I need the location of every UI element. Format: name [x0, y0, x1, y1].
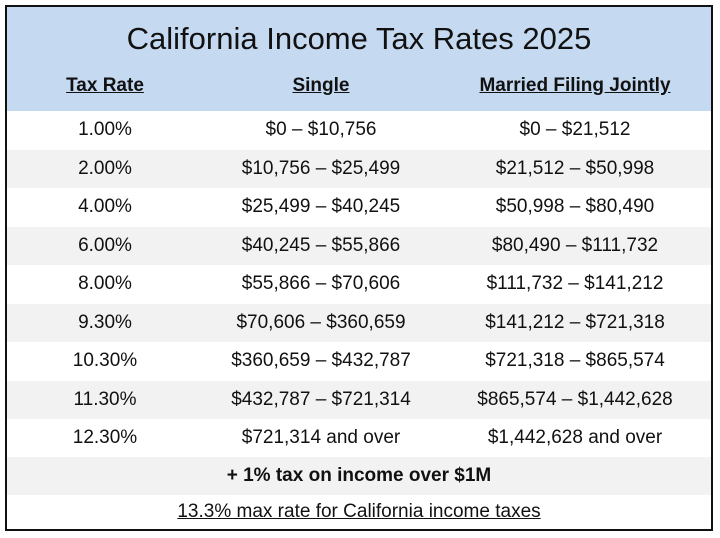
- column-header-tax-rate: Tax Rate: [66, 75, 144, 96]
- tax-rate-cell: 8.00%: [78, 273, 132, 295]
- table-row: 11.30% $432,787 – $721,314 $865,574 – $1…: [7, 380, 711, 419]
- table-header: California Income Tax Rates 2025 Tax Rat…: [7, 7, 711, 111]
- table-row: 9.30% $70,606 – $360,659 $141,212 – $721…: [7, 303, 711, 342]
- single-bracket-cell: $432,787 – $721,314: [231, 388, 411, 410]
- tax-rate-cell: 10.30%: [72, 350, 138, 372]
- table-row: 10.30% $360,659 – $432,787 $721,318 – $8…: [7, 342, 711, 381]
- single-bracket-cell: $360,659 – $432,787: [231, 350, 411, 372]
- tax-rate-cell: 11.30%: [73, 388, 137, 410]
- tax-rate-cell: 1.00%: [78, 119, 132, 141]
- table-row: 4.00% $25,499 – $40,245 $50,998 – $80,49…: [7, 188, 711, 227]
- table-row: 12.30% $721,314 and over $1,442,628 and …: [7, 419, 711, 458]
- single-bracket-cell: $721,314 and over: [241, 427, 401, 449]
- joint-bracket-cell: $865,574 – $1,442,628: [477, 388, 673, 410]
- table-row: 2.00% $10,756 – $25,499 $21,512 – $50,99…: [7, 149, 711, 188]
- joint-bracket-cell: $111,732 – $141,212: [486, 273, 664, 295]
- joint-bracket-cell: $1,442,628 and over: [487, 427, 663, 449]
- max-rate-footer: 13.3% max rate for California income tax…: [177, 501, 541, 522]
- column-header-married-filing-jointly: Married Filing Jointly: [479, 75, 671, 96]
- joint-bracket-cell: $721,318 – $865,574: [485, 350, 665, 372]
- single-bracket-cell: $0 – $10,756: [265, 119, 377, 141]
- single-bracket-cell: $70,606 – $360,659: [236, 311, 406, 333]
- tax-rate-cell: 2.00%: [78, 157, 132, 179]
- tax-rate-cell: 9.30%: [78, 311, 132, 333]
- single-bracket-cell: $25,499 – $40,245: [241, 196, 401, 218]
- joint-bracket-cell: $21,512 – $50,998: [495, 157, 655, 179]
- joint-bracket-cell: $80,490 – $111,732: [491, 234, 659, 256]
- single-bracket-cell: $10,756 – $25,499: [241, 157, 401, 179]
- column-header-single: Single: [292, 75, 350, 96]
- table-row: 8.00% $55,866 – $70,606 $111,732 – $141,…: [7, 265, 711, 304]
- joint-bracket-cell: $0 – $21,512: [519, 119, 631, 141]
- surcharge-note: + 1% tax on income over $1M: [7, 457, 711, 495]
- joint-bracket-cell: $50,998 – $80,490: [495, 196, 655, 218]
- tax-rate-table: California Income Tax Rates 2025 Tax Rat…: [5, 5, 713, 531]
- tax-rate-cell: 4.00%: [78, 196, 132, 218]
- single-bracket-cell: $55,866 – $70,606: [241, 273, 401, 295]
- page-title: California Income Tax Rates 2025: [126, 21, 592, 56]
- table-row: 6.00% $40,245 – $55,866 $80,490 – $111,7…: [7, 226, 711, 265]
- tax-rate-cell: 6.00%: [78, 234, 132, 256]
- table-row: 1.00% $0 – $10,756 $0 – $21,512: [7, 111, 711, 150]
- joint-bracket-cell: $141,212 – $721,318: [485, 311, 665, 333]
- tax-rate-cell: 12.30%: [72, 427, 138, 449]
- single-bracket-cell: $40,245 – $55,866: [241, 234, 401, 256]
